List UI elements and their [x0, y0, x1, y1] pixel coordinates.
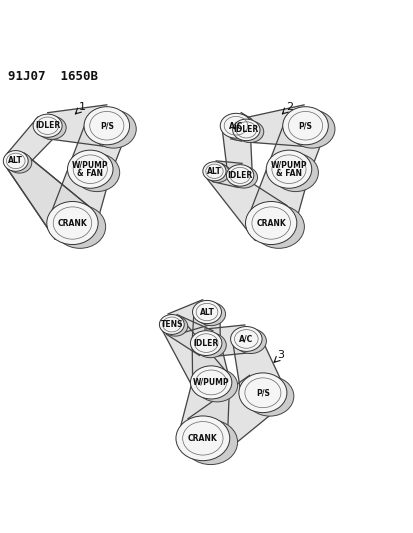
Ellipse shape — [192, 301, 221, 324]
Polygon shape — [230, 112, 250, 141]
Ellipse shape — [245, 201, 296, 245]
Text: ALT: ALT — [206, 167, 221, 176]
Ellipse shape — [226, 165, 253, 186]
Polygon shape — [47, 105, 107, 147]
Ellipse shape — [230, 166, 257, 188]
Polygon shape — [71, 118, 126, 176]
Polygon shape — [204, 325, 247, 357]
Ellipse shape — [37, 116, 66, 139]
Text: CRANK: CRANK — [188, 434, 217, 443]
Ellipse shape — [232, 119, 259, 141]
Ellipse shape — [74, 154, 119, 191]
Text: P/S: P/S — [255, 388, 269, 397]
Ellipse shape — [194, 333, 225, 358]
Ellipse shape — [176, 416, 229, 461]
Polygon shape — [168, 300, 211, 335]
Ellipse shape — [282, 107, 328, 145]
Ellipse shape — [90, 110, 136, 148]
Ellipse shape — [54, 205, 105, 248]
Polygon shape — [248, 163, 308, 230]
Text: P/S: P/S — [298, 121, 312, 130]
Text: A/C: A/C — [239, 334, 253, 343]
Text: A/C: A/C — [228, 121, 242, 130]
Ellipse shape — [67, 150, 113, 188]
Polygon shape — [192, 341, 229, 385]
Ellipse shape — [190, 330, 221, 356]
Ellipse shape — [183, 420, 237, 465]
Polygon shape — [178, 379, 229, 442]
Ellipse shape — [47, 201, 98, 245]
Ellipse shape — [206, 164, 229, 182]
Polygon shape — [162, 318, 226, 393]
Text: CRANK: CRANK — [57, 219, 87, 228]
Ellipse shape — [196, 302, 225, 326]
Text: P/S: P/S — [100, 121, 114, 130]
Text: IDLER: IDLER — [35, 121, 60, 130]
Ellipse shape — [230, 327, 261, 351]
Polygon shape — [245, 105, 306, 147]
Text: W/PUMP
& FAN: W/PUMP & FAN — [72, 160, 108, 179]
Polygon shape — [207, 164, 286, 240]
Polygon shape — [269, 118, 324, 176]
Polygon shape — [7, 154, 90, 239]
Ellipse shape — [84, 107, 129, 145]
Polygon shape — [7, 117, 57, 168]
Ellipse shape — [245, 376, 293, 416]
Ellipse shape — [220, 114, 251, 138]
Ellipse shape — [3, 151, 28, 171]
Polygon shape — [50, 163, 110, 230]
Polygon shape — [188, 375, 275, 458]
Text: TENS: TENS — [160, 320, 183, 329]
Polygon shape — [7, 154, 90, 239]
Ellipse shape — [289, 110, 334, 148]
Ellipse shape — [33, 114, 62, 138]
Polygon shape — [192, 312, 220, 343]
Text: ALT: ALT — [199, 308, 214, 317]
Polygon shape — [233, 335, 283, 399]
Text: IDLER: IDLER — [233, 125, 258, 134]
Polygon shape — [221, 125, 252, 176]
Text: 3: 3 — [277, 350, 284, 360]
Ellipse shape — [236, 121, 263, 142]
Text: IDLER: IDLER — [227, 171, 252, 180]
Ellipse shape — [238, 373, 286, 413]
Ellipse shape — [202, 161, 225, 181]
Text: ALT: ALT — [8, 156, 23, 165]
Ellipse shape — [190, 366, 231, 399]
Text: 91J07  1650B: 91J07 1650B — [8, 70, 98, 83]
Polygon shape — [212, 161, 242, 188]
Text: 1: 1 — [78, 102, 85, 112]
Ellipse shape — [224, 116, 255, 140]
Ellipse shape — [272, 154, 318, 191]
Ellipse shape — [252, 205, 304, 248]
Text: 2: 2 — [285, 102, 292, 112]
Ellipse shape — [162, 316, 187, 336]
Text: W/PUMP: W/PUMP — [192, 378, 229, 387]
Ellipse shape — [234, 329, 266, 353]
Ellipse shape — [7, 152, 32, 173]
Text: W/PUMP
& FAN: W/PUMP & FAN — [270, 160, 306, 179]
Ellipse shape — [196, 369, 237, 402]
Ellipse shape — [266, 150, 311, 188]
Text: CRANK: CRANK — [256, 219, 285, 228]
Text: IDLER: IDLER — [193, 338, 218, 348]
Ellipse shape — [159, 314, 184, 334]
Polygon shape — [166, 314, 212, 356]
